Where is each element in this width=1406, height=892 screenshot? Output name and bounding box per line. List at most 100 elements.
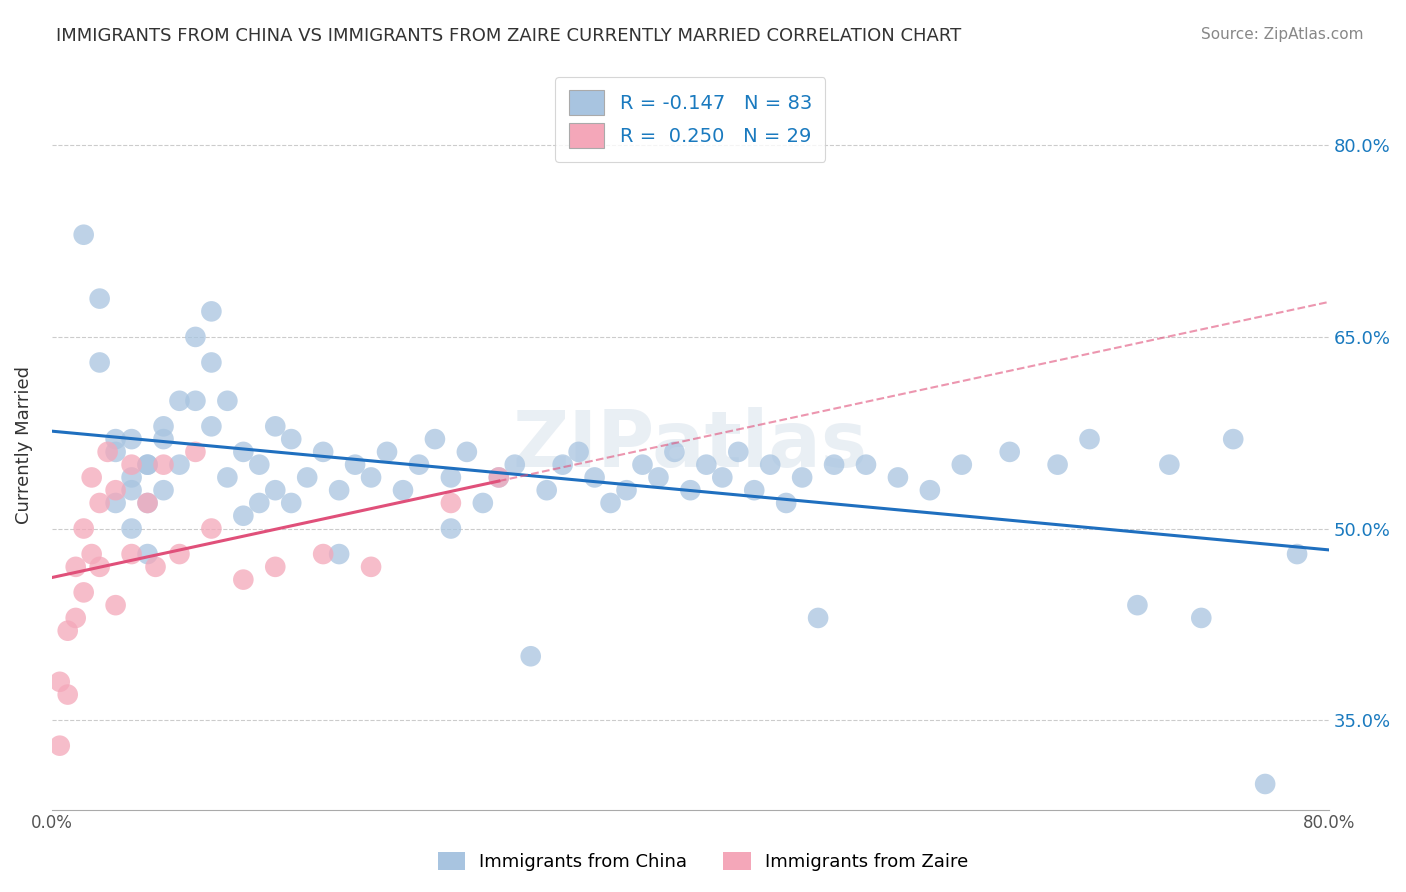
Point [295,470,318,484]
Point [104,432,127,446]
Point [136,458,159,472]
Point [759,458,782,472]
Legend: R = -0.147   N = 83, R =  0.250   N = 29: R = -0.147 N = 83, R = 0.250 N = 29 [555,77,825,161]
Point [217,393,239,408]
Point [152,432,174,446]
Point [360,470,382,484]
Point [647,470,669,484]
Point [104,496,127,510]
Point [568,445,591,459]
Point [121,432,143,446]
Point [488,470,510,484]
Point [247,458,270,472]
Point [264,483,287,498]
Point [200,355,222,369]
Point [1078,432,1101,446]
Point [104,483,127,498]
Point [1126,598,1149,612]
Point [200,522,222,536]
Point [1222,432,1244,446]
Point [89,496,111,510]
Point [104,598,127,612]
Point [727,445,749,459]
Point [200,419,222,434]
Point [775,496,797,510]
Point [136,458,159,472]
Point [89,559,111,574]
Point [89,355,111,369]
Point [48,674,70,689]
Point [152,458,174,472]
Point [1254,777,1277,791]
Point [152,419,174,434]
Point [742,483,765,498]
Point [998,445,1021,459]
Point [121,470,143,484]
Point [1189,611,1212,625]
Point [536,483,558,498]
Point [551,458,574,472]
Point [232,573,254,587]
Point [519,649,541,664]
Point [104,445,127,459]
Point [440,496,463,510]
Point [855,458,877,472]
Point [375,445,398,459]
Point [73,227,96,242]
Point [200,304,222,318]
Point [312,547,335,561]
Point [152,483,174,498]
Point [1046,458,1069,472]
Point [121,458,143,472]
Point [121,547,143,561]
Point [48,739,70,753]
Point [599,496,621,510]
Point [616,483,638,498]
Point [264,559,287,574]
Point [56,624,79,638]
Point [184,445,207,459]
Point [583,470,606,484]
Point [80,547,103,561]
Point [169,458,191,472]
Legend: Immigrants from China, Immigrants from Zaire: Immigrants from China, Immigrants from Z… [430,845,976,879]
Point [823,458,845,472]
Point [97,445,120,459]
Point [1286,547,1309,561]
Y-axis label: Currently Married: Currently Married [15,367,32,524]
Point [695,458,717,472]
Point [440,522,463,536]
Point [65,559,87,574]
Point [679,483,702,498]
Point [169,547,191,561]
Point [280,496,302,510]
Point [89,292,111,306]
Point [73,522,96,536]
Point [73,585,96,599]
Point [56,688,79,702]
Point [456,445,478,459]
Point [807,611,830,625]
Point [145,559,167,574]
Point [136,547,159,561]
Point [80,470,103,484]
Point [217,470,239,484]
Text: ZIPatlas: ZIPatlas [513,408,868,483]
Point [360,559,382,574]
Point [169,393,191,408]
Point [121,522,143,536]
Point [184,330,207,344]
Point [121,483,143,498]
Point [408,458,430,472]
Point [328,547,350,561]
Point [918,483,941,498]
Point [711,470,734,484]
Point [471,496,494,510]
Point [232,508,254,523]
Point [184,393,207,408]
Point [423,432,446,446]
Point [344,458,367,472]
Point [950,458,973,472]
Point [232,445,254,459]
Point [887,470,910,484]
